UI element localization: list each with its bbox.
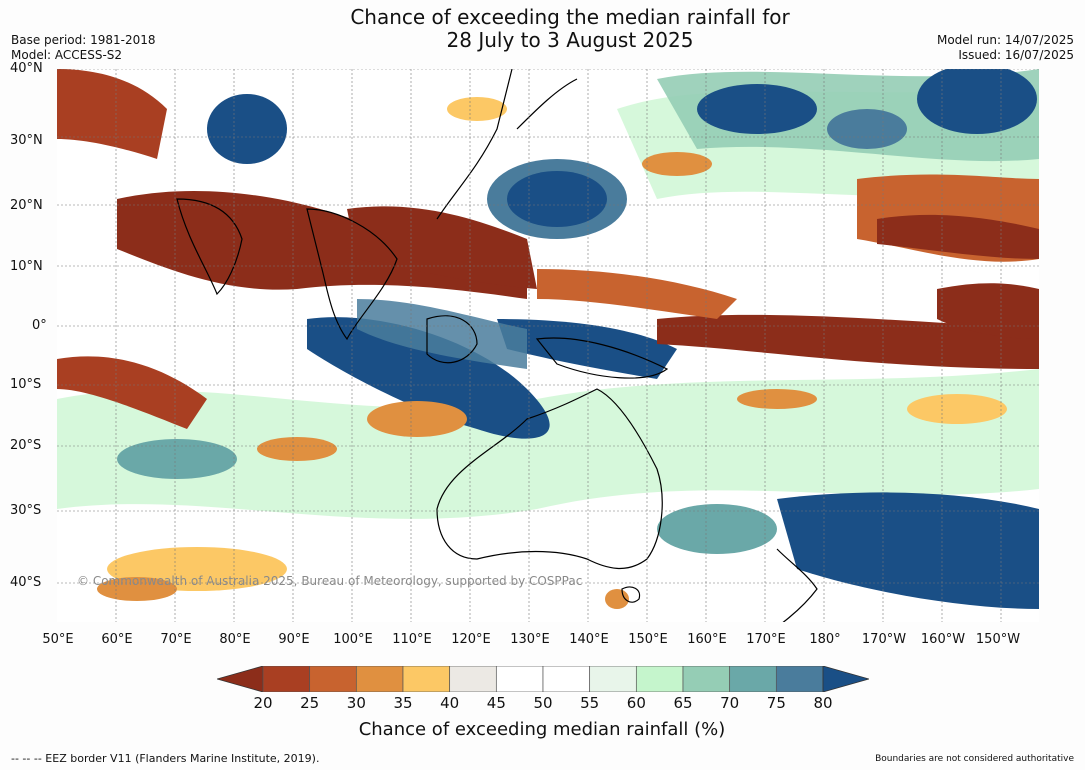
colorbar-tick-label: 35 [393,694,413,712]
lon-label: 70°E [160,632,192,647]
model-run: Model run: 14/07/2025 [936,33,1074,47]
colorbar-swatch [262,666,311,692]
colorbar-swatches [262,666,824,692]
meta-right: Model run: 14/07/2025 Issued: 16/07/2025 [937,33,1074,63]
colorbar-tick-label: 25 [300,694,320,712]
colorbar-swatch [729,666,777,692]
lon-label: 80°E [219,632,251,647]
copyright-notice: © Commonwealth of Australia 2025, Bureau… [77,574,583,588]
colorbar-swatch [309,666,357,692]
lon-label: 170°W [861,632,907,647]
lon-label: 130°E [510,632,550,647]
colorbar-swatch [402,666,451,692]
meta-left: Base period: 1981-2018 Model: ACCESS-S2 [11,33,156,63]
map-title-line1: Chance of exceeding the median rainfall … [350,5,790,29]
colorbar-swatch [542,666,591,692]
lat-label: 40°N [10,61,43,76]
coastlines [176,69,818,622]
lon-label: 120°E [451,632,491,647]
colorbar-tick-label: 45 [486,694,506,712]
colorbar-tick-label: 75 [766,694,786,712]
lon-label: 160°E [687,632,727,647]
colorbar-tick-label: 55 [580,694,600,712]
colorbar-swatch [635,666,684,692]
colorbar-tick-label: 65 [673,694,693,712]
base-period: Base period: 1981-2018 [11,33,156,47]
lat-label: 30°N [10,133,43,148]
colorbar-swatch [775,666,824,692]
map-title-line2: 28 July to 3 August 2025 [446,28,694,52]
colorbar-swatch [495,666,544,692]
lat-label: 0° [32,318,47,333]
lon-label: 170°E [746,632,786,647]
colorbar-tick-label: 30 [346,694,366,712]
lat-label: 30°S [10,503,42,518]
rainfall-map: © Commonwealth of Australia 2025, Bureau… [57,69,1039,622]
graticule [57,69,1039,622]
lon-label: 100°E [333,632,373,647]
lon-label: 110°E [392,632,432,647]
colorbar-high-arrow [822,666,869,692]
model-name: Model: ACCESS-S2 [11,48,123,62]
lat-label: 20°S [10,438,42,453]
colorbar [217,666,869,692]
colorbar-swatch [589,666,637,692]
lat-label: 20°N [10,198,43,213]
lon-label: 150°W [975,632,1021,647]
lon-label: 160°W [920,632,966,647]
lat-label: 40°S [10,575,42,590]
colorbar-title: Chance of exceeding median rainfall (%) [358,719,726,740]
lat-label: 10°N [10,259,43,274]
colorbar-swatch [682,666,731,692]
lon-label: 60°E [101,632,133,647]
lat-label: 10°S [10,377,42,392]
colorbar-tick-label: 60 [626,694,646,712]
lon-label: 50°E [42,632,74,647]
colorbar-swatch [355,666,404,692]
boundaries-disclaimer: Boundaries are not considered authoritat… [875,754,1074,764]
colorbar-low-arrow [217,666,264,692]
map-canvas [57,69,1039,622]
lon-label: 90°E [278,632,310,647]
issued-date: Issued: 16/07/2025 [958,48,1074,62]
lon-label: 140°E [569,632,609,647]
lon-label: 150°E [628,632,668,647]
colorbar-tick-label: 80 [813,694,833,712]
colorbar-tick-label: 50 [533,694,553,712]
anomaly-shading [57,69,1039,609]
colorbar-swatch [449,666,497,692]
colorbar-tick-label: 20 [253,694,273,712]
colorbar-tick-label: 70 [720,694,740,712]
lon-label: 180° [809,632,841,647]
colorbar-tick-label: 40 [440,694,460,712]
eez-note: -- -- -- EEZ border V11 (Flanders Marine… [11,752,320,765]
